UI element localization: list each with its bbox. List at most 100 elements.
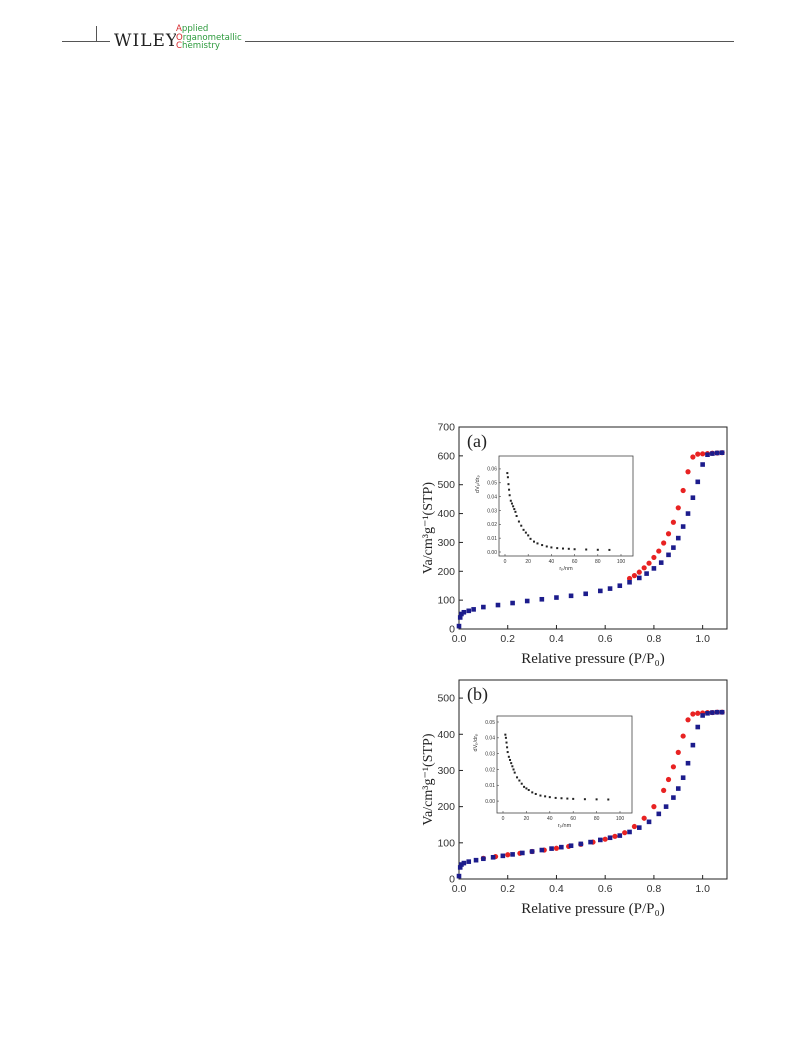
inset-point (508, 494, 511, 497)
data-point (631, 573, 638, 579)
data-point (651, 554, 657, 561)
data-point (665, 776, 672, 783)
data-point (466, 859, 472, 864)
data-point (626, 575, 633, 582)
x-tick-label: 0.0 (452, 883, 467, 895)
data-point (685, 469, 691, 475)
inset-point (573, 548, 576, 551)
inset-x-tick-label: 40 (549, 559, 555, 565)
inset-x-tick-label: 60 (572, 559, 578, 565)
data-point (539, 847, 545, 853)
data-point (598, 837, 603, 843)
data-point (617, 583, 623, 589)
data-point (481, 604, 486, 610)
inset-point (607, 798, 610, 801)
data-point (690, 495, 696, 500)
data-point (695, 724, 701, 730)
data-point (671, 545, 676, 550)
data-point (685, 717, 691, 723)
data-point (510, 600, 515, 606)
data-point (631, 823, 638, 830)
inset-point (512, 768, 515, 771)
data-point (510, 852, 515, 857)
data-point (700, 451, 706, 457)
header-rule-left (62, 41, 114, 42)
inset-point (520, 782, 523, 785)
inset-x-tick-label: 20 (524, 816, 530, 822)
data-point (675, 786, 681, 791)
inset-y-tick-label: 0.00 (487, 550, 497, 556)
data-point (671, 795, 676, 800)
inset-y-tick-label: 0.06 (487, 467, 497, 473)
data-point (690, 454, 696, 460)
inset-point (533, 540, 535, 543)
data-point (553, 845, 560, 851)
inset-y-tick-label: 0.04 (485, 736, 495, 742)
data-point (700, 713, 705, 718)
data-point (636, 575, 642, 581)
y-tick-label: 400 (437, 508, 455, 520)
inset-point (527, 534, 530, 537)
data-point (457, 865, 463, 870)
inset-point (510, 762, 513, 765)
inset-point (515, 515, 518, 517)
inset-point (520, 524, 523, 527)
inset-point (550, 546, 553, 549)
data-point (490, 854, 496, 860)
x-tick-label: 0.6 (598, 633, 613, 645)
inset-point (595, 798, 598, 801)
data-point (670, 764, 677, 770)
inset-point (539, 794, 542, 797)
data-point (457, 615, 463, 620)
data-point (641, 565, 647, 571)
data-point (705, 452, 710, 458)
y-tick-label: 0 (449, 624, 455, 636)
data-point (559, 844, 564, 850)
data-point (459, 862, 464, 867)
chart-panel-a: 0.0 0.2 0.4 0.6 0.8 1.00100200300400500600700… (421, 422, 728, 667)
data-point (656, 548, 662, 554)
inset-point (508, 488, 511, 491)
inset-point (608, 548, 611, 551)
inset-point (583, 798, 586, 801)
data-point (700, 462, 705, 467)
y-tick-label: 0 (449, 874, 455, 886)
data-point (549, 846, 554, 851)
inset-point (512, 505, 515, 508)
header-tick (96, 26, 97, 42)
journal-logo: Applied Organometallic Chemistry (176, 25, 245, 51)
data-point (568, 593, 574, 599)
inset-y-tick-label: 0.01 (487, 536, 497, 542)
data-point (636, 569, 642, 575)
inset-point (524, 531, 527, 534)
data-point (675, 505, 681, 511)
publisher-logo: WILEY (110, 31, 183, 51)
panel-label: (b) (467, 684, 488, 705)
inset-point (514, 510, 517, 513)
data-point (690, 711, 696, 717)
inset-point (560, 797, 563, 800)
data-point (617, 833, 623, 838)
data-point (658, 560, 664, 565)
x-tick-label: 0.0 (452, 633, 467, 645)
journal-line-2: Organometallic (176, 32, 242, 43)
inset-frame (498, 455, 634, 557)
data-point (473, 857, 479, 863)
data-point (505, 852, 511, 858)
data-point (675, 535, 681, 541)
inset-y-tick-label: 0.03 (487, 508, 497, 514)
data-point (719, 450, 725, 455)
inset-point (513, 771, 516, 774)
data-point (554, 595, 559, 600)
data-point (456, 873, 462, 879)
y-tick-label: 500 (437, 693, 455, 705)
inset-point (548, 796, 551, 799)
data-point (607, 586, 613, 591)
y-tick-label: 200 (437, 801, 455, 813)
chart-panel-b: 0.0 0.2 0.4 0.6 0.8 1.00100200300400500Relati… (421, 679, 728, 917)
y-tick-label: 200 (437, 566, 455, 578)
inset-x-tick-label: 60 (570, 816, 576, 822)
inset-point (545, 545, 548, 548)
data-point (461, 860, 467, 866)
